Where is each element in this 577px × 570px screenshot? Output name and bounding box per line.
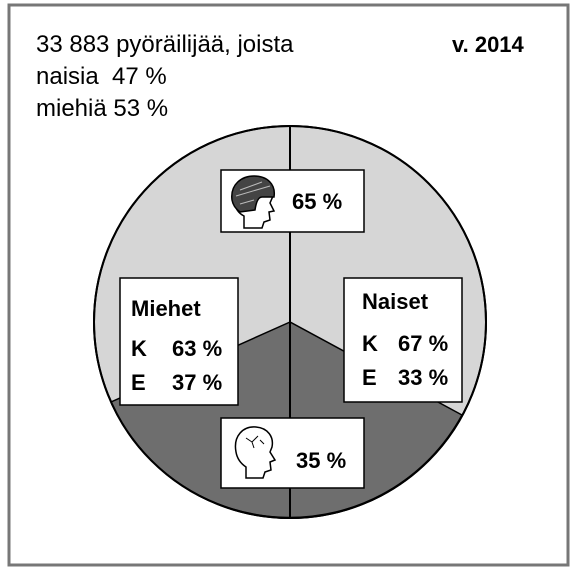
women-row-value: 67 % <box>398 331 448 356</box>
women-row-value: 33 % <box>398 365 448 390</box>
men-title: Miehet <box>131 296 201 321</box>
men-row-label: K <box>131 336 147 361</box>
women-title: Naiset <box>362 289 429 314</box>
helmet-icon <box>231 175 276 229</box>
helmet-value: 65 % <box>292 189 342 214</box>
no-helmet-value: 35 % <box>296 448 346 473</box>
men-row-value: 63 % <box>172 336 222 361</box>
year: v. 2014 <box>452 32 525 57</box>
men-box <box>119 277 239 406</box>
header-line: naisia 47 % <box>36 63 167 90</box>
women-row-label: K <box>362 331 378 356</box>
men-row-value: 37 % <box>172 370 222 395</box>
no-helmet-icon <box>234 426 277 479</box>
header-line: 33 883 pyöräilijää, joista <box>36 31 294 58</box>
header-line: miehiä 53 % <box>36 95 168 122</box>
women-row-label: E <box>362 365 377 390</box>
women-box <box>343 277 463 403</box>
men-row-label: E <box>131 370 146 395</box>
